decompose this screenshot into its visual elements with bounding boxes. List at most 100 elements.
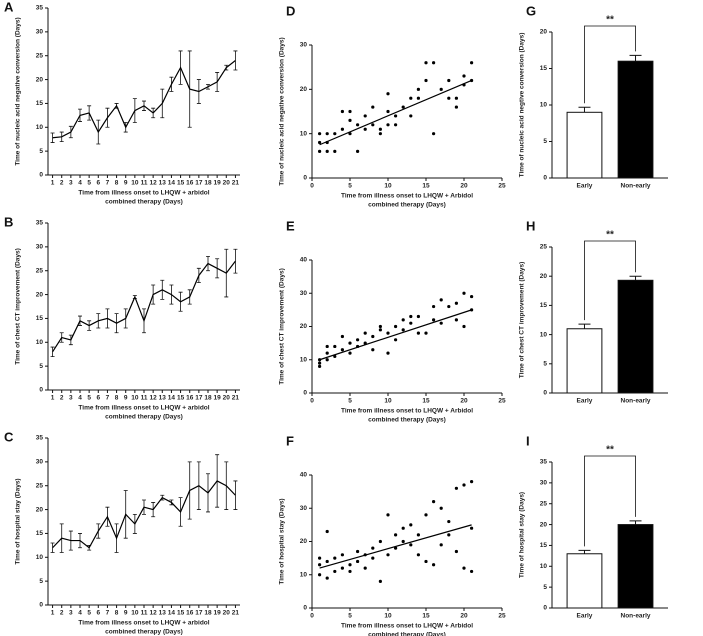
point [318,132,322,136]
x-tick-label: 20 [460,613,468,620]
x-tick-label: 16 [186,610,194,617]
x-tick-label: 0 [310,183,314,190]
x-tick-label: Non-early [621,398,651,405]
point [416,553,420,557]
point [378,324,382,329]
x-tick-label: 0 [310,398,314,405]
x-tick-label: 17 [195,180,203,187]
point [333,569,337,574]
point [394,114,398,118]
point [439,321,443,325]
point [340,334,344,339]
point [470,61,474,65]
x-axis-label: Time from illness onset to LHQW + Arbido… [341,623,473,630]
point [394,123,398,127]
point [432,304,436,309]
y-axis-label: Time of nucleic acid negative conversion… [15,17,22,165]
point [470,480,474,484]
error-bar [629,275,642,281]
point [333,132,337,136]
significance-label: ** [606,445,614,456]
point [318,149,322,153]
point [348,569,352,574]
point [416,96,420,100]
x-tick-label: 5 [87,180,91,187]
y-axis-label: Time of chest CT improvement (Days) [519,262,526,379]
x-tick-label: 9 [124,180,128,187]
point [318,140,322,145]
y-tick-label: 10 [540,563,548,570]
point [394,338,398,342]
point [325,529,329,534]
panel-label: B [4,214,13,229]
x-tick-label: 6 [96,395,100,402]
x-tick-label: 0 [310,613,314,620]
y-axis-label: Time of chest CT improvement (Days) [279,268,286,385]
bar [617,524,654,609]
y-tick-label: 25 [540,244,548,251]
x-tick-label: 15 [177,180,185,187]
x-tick-label: 11 [141,610,148,617]
y-tick-label: 15 [36,315,44,322]
point [432,318,436,322]
fit-line [319,524,472,569]
point [386,513,390,517]
x-tick-label: 10 [384,183,392,190]
point [394,324,398,329]
significance-bracket [584,25,636,104]
x-tick-label: 17 [195,610,203,617]
data-line [52,480,236,549]
panel-label: D [286,3,295,18]
point [325,344,329,349]
x-tick-label: 7 [106,395,110,402]
point [371,123,375,127]
point [371,556,375,560]
y-tick-label: 20 [36,506,44,513]
error-bar [629,54,642,62]
point [348,341,352,345]
error-bar [233,480,238,510]
bar [617,279,654,394]
point [386,123,390,127]
y-tick-label: 35 [36,5,44,12]
x-axis-label: combined therapy (Days) [368,417,446,424]
x-tick-label: 13 [159,610,167,617]
x-tick-label: 25 [498,398,506,405]
y-axis-label: Time of nucleic acid negtive conversion … [519,33,526,178]
point [371,348,375,352]
point [447,304,451,309]
point [325,559,329,564]
y-tick-label: 30 [300,42,308,49]
point [394,533,398,537]
point [378,579,382,584]
point [340,109,344,114]
x-tick-label: 4 [78,610,82,617]
error-bar [233,248,238,274]
point [371,546,375,550]
point [318,563,322,567]
y-tick-label: 30 [36,29,44,36]
point [318,364,322,368]
point [348,563,352,567]
point [416,533,420,537]
point [340,566,344,570]
significance-bracket [584,240,636,321]
x-tick-label: Early [577,183,593,190]
point [424,559,428,564]
point [424,331,428,335]
y-tick-label: 5 [39,578,43,585]
y-tick-label: 20 [540,29,548,36]
point [424,513,428,517]
y-tick-label: 0 [39,602,43,609]
x-tick-label: Non-early [621,183,651,190]
y-tick-label: 35 [540,459,548,466]
point [363,127,367,131]
point [447,96,451,100]
x-tick-label: 10 [131,180,139,187]
y-tick-label: 20 [540,273,548,280]
y-tick-label: 20 [540,521,548,528]
x-tick-label: 1 [51,395,55,402]
point [371,105,375,109]
point [340,127,344,131]
y-tick-label: 5 [39,363,43,370]
